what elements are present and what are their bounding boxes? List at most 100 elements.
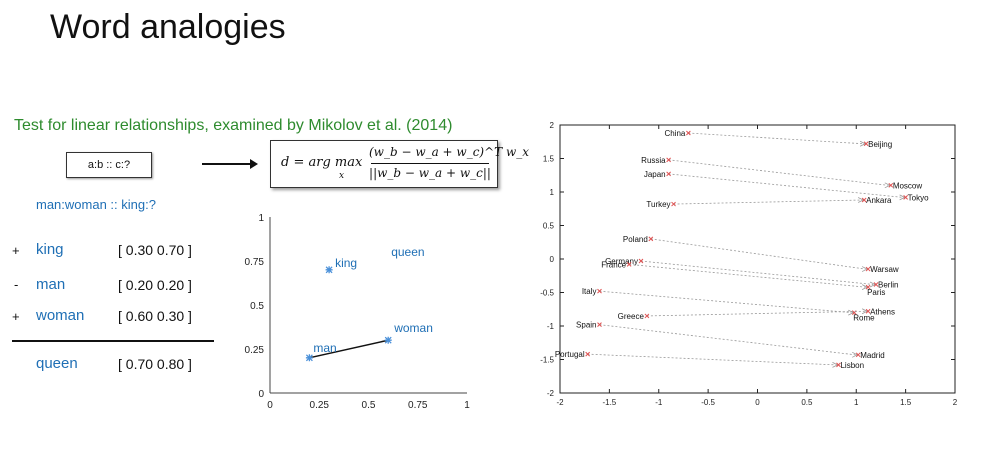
y-tick-label: 0.75	[245, 257, 265, 268]
x-tick-label: -0.5	[701, 398, 715, 407]
data-point	[865, 266, 871, 272]
y-tick-label: 0	[258, 389, 264, 400]
data-point	[671, 201, 676, 207]
row-sign: -	[14, 277, 19, 292]
arrow-head	[832, 362, 839, 368]
x-tick-label: 0.5	[801, 398, 813, 407]
data-point	[888, 182, 894, 188]
country-label: Portugal	[555, 350, 585, 359]
capital-label: Warsaw	[870, 265, 899, 274]
y-tick-label: -2	[547, 389, 555, 398]
capital-label: Madrid	[860, 351, 884, 360]
x-tick-label: 1	[854, 398, 859, 407]
vector-space-chart: 0 0.25 0.5 0.75 1 0 0.25 0.5 0.75 1 king man woman qu…	[245, 213, 471, 411]
data-point	[305, 354, 313, 362]
y-tick-label: -0.5	[540, 289, 554, 298]
row-sign: +	[12, 309, 20, 324]
data-point	[903, 195, 908, 200]
x-tick-label: 0.25	[310, 400, 330, 411]
capital-label: Athens	[870, 307, 895, 316]
y-tick-label: 1.5	[543, 155, 555, 164]
x-tick-label: 0.5	[362, 400, 376, 411]
sum-rule	[12, 340, 214, 342]
arrow-head	[869, 281, 876, 288]
arrow-head	[861, 308, 868, 315]
arrow-head	[861, 266, 868, 272]
country-label: Spain	[576, 321, 596, 330]
arrow-head	[859, 140, 867, 147]
arrow-head	[884, 182, 891, 189]
relation-arrow	[629, 263, 866, 288]
country-label: Japan	[644, 170, 666, 179]
formula-lhs: d = arg max	[281, 155, 363, 170]
data-point	[638, 258, 644, 264]
relation-arrow	[668, 173, 903, 198]
capital-label: Beijing	[868, 140, 892, 149]
y-tick-label: 0.5	[543, 222, 555, 231]
relation-arrow	[587, 353, 836, 366]
country-label: Russia	[641, 156, 666, 165]
data-point	[597, 288, 602, 294]
arrow-head	[852, 351, 859, 358]
capital-label: Paris	[867, 288, 885, 297]
x-tick-label: 1.5	[900, 398, 912, 407]
x-tick-label: 0.75	[408, 400, 428, 411]
point-label: man	[313, 341, 336, 355]
data-point	[626, 262, 632, 267]
vector-segment	[309, 339, 389, 359]
formula-denominator: ||w_b − w_a + w_c||	[369, 166, 491, 180]
row-word: king	[36, 241, 64, 258]
data-point	[644, 313, 650, 319]
country-capital-chart: -2 -1.5 -1 -0.5 0 0.5 1 1.5 2 -2 -1.5 -1 -0.5 0 0.5 1 1.…	[540, 121, 958, 407]
row-vector: [ 0.60 0.30 ]	[118, 308, 192, 324]
data-point	[861, 197, 867, 203]
data-point	[648, 236, 654, 242]
x-tick-label: 2	[953, 398, 958, 407]
relation-arrow	[650, 238, 866, 270]
data-point	[686, 130, 691, 136]
y-tick-label: 0.5	[250, 301, 264, 312]
relation-arrow	[673, 199, 862, 205]
slide-subtitle: Test for linear relationships, examined …	[14, 117, 453, 134]
capital-label: Rome	[853, 314, 875, 323]
arrow-head	[857, 197, 865, 203]
capital-label: Ankara	[866, 196, 892, 205]
row-vector: [ 0.20 0.20 ]	[118, 277, 192, 293]
x-tick-label: -2	[556, 398, 564, 407]
data-point	[325, 266, 333, 274]
formula-box: d = arg max x (w_b − w_a + w_c)^T w_x ||…	[270, 140, 529, 188]
capital-label: Berlin	[878, 280, 898, 289]
point-label: king	[335, 256, 357, 270]
data-point	[855, 352, 861, 358]
data-point	[585, 351, 591, 357]
row-word: man	[36, 276, 66, 293]
data-point	[865, 284, 871, 290]
row-word: woman	[36, 307, 85, 324]
country-label: Italy	[582, 287, 597, 296]
country-label: China	[664, 129, 685, 138]
formula-subscript: x	[339, 171, 345, 181]
x-tick-label: -1.5	[602, 398, 616, 407]
x-tick-label: 1	[464, 400, 470, 411]
point-label: queen	[391, 245, 424, 259]
right-arrow-icon	[202, 159, 258, 169]
row-sign: +	[12, 243, 20, 258]
point-label: woman	[393, 321, 433, 335]
x-tick-label: 0	[267, 400, 273, 411]
y-tick-label: -1	[547, 322, 555, 331]
data-point	[666, 157, 671, 163]
data-point	[873, 282, 879, 287]
data-point	[836, 362, 841, 368]
fraction-bar	[371, 163, 489, 164]
capital-label: Moscow	[893, 181, 923, 190]
capital-label: Tokyo	[908, 193, 929, 202]
arrow-head	[848, 309, 855, 316]
analogy-question: man:woman :: king:?	[36, 197, 156, 212]
row-vector: [ 0.30 0.70 ]	[118, 242, 192, 258]
country-label: Greece	[618, 312, 645, 321]
relation-arrow	[668, 159, 888, 186]
y-tick-label: 1	[258, 213, 264, 224]
country-label: Germany	[605, 257, 638, 266]
relation-arrow	[599, 290, 852, 313]
y-tick-label: 1	[550, 188, 555, 197]
